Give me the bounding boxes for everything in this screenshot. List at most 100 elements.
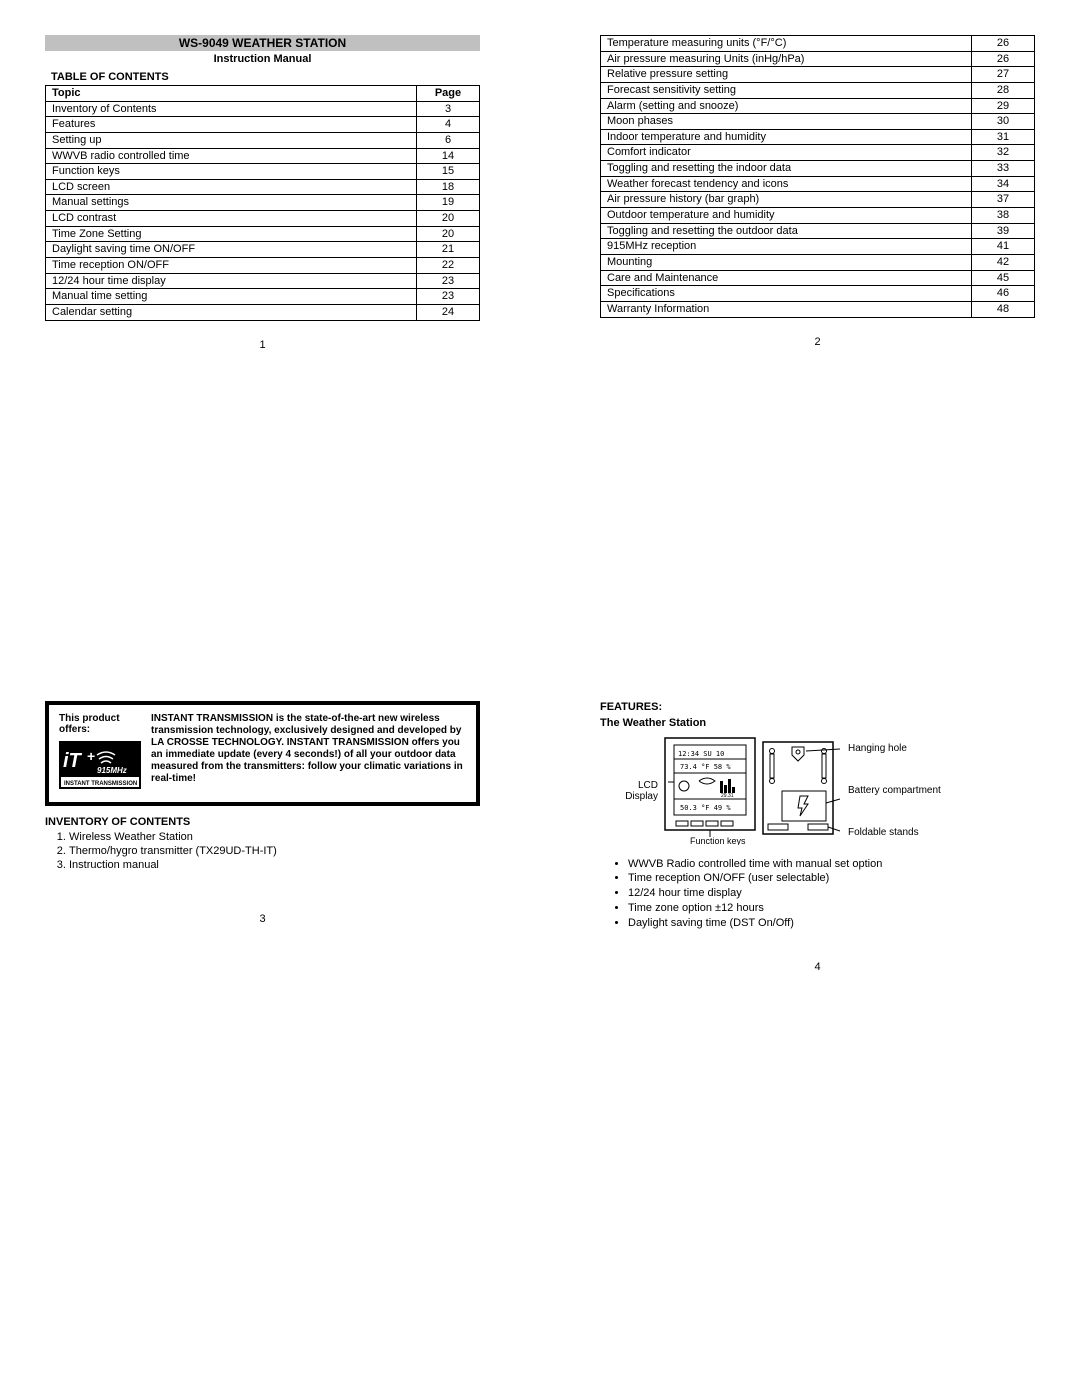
toc-header-page: Page <box>417 86 480 102</box>
svg-text:iT: iT <box>63 750 83 772</box>
table-row: 915MHz reception41 <box>601 239 1035 255</box>
table-row: Setting up6 <box>46 132 480 148</box>
hanging-hole-label: Hanging hole <box>848 743 941 754</box>
toc-page: 30 <box>972 114 1035 130</box>
page-4: FEATURES: The Weather Station LCD Displa… <box>600 701 1035 973</box>
toc-topic: Time Zone Setting <box>46 226 417 242</box>
table-row: Calendar setting24 <box>46 304 480 320</box>
toc-topic: LCD screen <box>46 179 417 195</box>
device-back-icon <box>762 741 842 841</box>
list-item: Instruction manual <box>69 858 480 872</box>
inventory-list: Wireless Weather StationThermo/hygro tra… <box>51 830 480 873</box>
toc-page: 15 <box>417 164 480 180</box>
page-number: 1 <box>45 339 480 351</box>
toc-topic: Care and Maintenance <box>601 270 972 286</box>
toc-page: 22 <box>417 258 480 274</box>
table-row: Comfort indicator32 <box>601 145 1035 161</box>
toc-page: 34 <box>972 176 1035 192</box>
product-blurb: INSTANT TRANSMISSION is the state-of-the… <box>151 713 466 792</box>
svg-text:INSTANT TRANSMISSION: INSTANT TRANSMISSION <box>64 781 137 787</box>
product-info-box: This product offers: iT + 915MHz INSTANT… <box>45 701 480 806</box>
toc-topic: Inventory of Contents <box>46 101 417 117</box>
list-item: WWVB Radio controlled time with manual s… <box>628 857 1035 872</box>
toc-topic: Temperature measuring units (°F/°C) <box>601 36 972 52</box>
toc-page: 39 <box>972 223 1035 239</box>
toc-page: 42 <box>972 254 1035 270</box>
toc-heading: TABLE OF CONTENTS <box>51 71 480 83</box>
list-item: Thermo/hygro transmitter (TX29UD-TH-IT) <box>69 844 480 858</box>
toc-page: 41 <box>972 239 1035 255</box>
features-sub-heading: The Weather Station <box>600 717 1035 729</box>
table-row: Function keys15 <box>46 164 480 180</box>
function-keys-label: Function keys <box>690 836 746 845</box>
toc-page: 18 <box>417 179 480 195</box>
toc-topic: WWVB radio controlled time <box>46 148 417 164</box>
toc-topic: Moon phases <box>601 114 972 130</box>
toc-topic: Indoor temperature and humidity <box>601 129 972 145</box>
table-row: Forecast sensitivity setting28 <box>601 82 1035 98</box>
svg-text:915MHz: 915MHz <box>97 766 127 775</box>
toc-page: 45 <box>972 270 1035 286</box>
toc-topic: Manual settings <box>46 195 417 211</box>
device-front-icon: 12:34 SU 10 73.4 °F 58 % 29.31 50.3 °F 4… <box>664 737 756 845</box>
table-row: LCD screen18 <box>46 179 480 195</box>
table-row: Features4 <box>46 117 480 133</box>
toc-topic: Manual time setting <box>46 289 417 305</box>
inventory-heading: INVENTORY OF CONTENTS <box>45 816 480 828</box>
table-row: WWVB radio controlled time14 <box>46 148 480 164</box>
lcd-label: LCD Display <box>620 780 658 802</box>
document-subtitle: Instruction Manual <box>45 53 480 65</box>
foldable-stands-label: Foldable stands <box>848 827 941 838</box>
table-row: Alarm (setting and snooze)29 <box>601 98 1035 114</box>
toc-topic: Air pressure history (bar graph) <box>601 192 972 208</box>
list-item: Time zone option ±12 hours <box>628 901 1035 916</box>
table-row: Time reception ON/OFF22 <box>46 258 480 274</box>
toc-topic: Air pressure measuring Units (inHg/hPa) <box>601 51 972 67</box>
toc-page: 20 <box>417 226 480 242</box>
toc-page: 32 <box>972 145 1035 161</box>
toc-topic: Mounting <box>601 254 972 270</box>
toc-page: 33 <box>972 161 1035 177</box>
toc-topic: Warranty Information <box>601 301 972 317</box>
toc-page: 31 <box>972 129 1035 145</box>
device-diagram: LCD Display 12:34 SU 10 73.4 °F 58 % <box>620 737 1035 845</box>
list-item: Daylight saving time (DST On/Off) <box>628 916 1035 931</box>
toc-page: 23 <box>417 289 480 305</box>
toc-page: 19 <box>417 195 480 211</box>
toc-topic: Comfort indicator <box>601 145 972 161</box>
svg-text:29.31: 29.31 <box>721 793 734 799</box>
svg-text:+: + <box>87 748 95 764</box>
table-row: Weather forecast tendency and icons34 <box>601 176 1035 192</box>
toc-topic: Setting up <box>46 132 417 148</box>
list-item: Time reception ON/OFF (user selectable) <box>628 871 1035 886</box>
page-number: 2 <box>600 336 1035 348</box>
table-row: Mounting42 <box>601 254 1035 270</box>
table-row: Air pressure measuring Units (inHg/hPa)2… <box>601 51 1035 67</box>
toc-topic: Calendar setting <box>46 304 417 320</box>
toc-page: 20 <box>417 211 480 227</box>
svg-text:50.3 °F 49 %: 50.3 °F 49 % <box>680 804 731 812</box>
table-row: Manual settings19 <box>46 195 480 211</box>
toc-topic: Weather forecast tendency and icons <box>601 176 972 192</box>
toc-page: 24 <box>417 304 480 320</box>
svg-text:12:34 SU 10: 12:34 SU 10 <box>678 750 724 758</box>
table-row: Toggling and resetting the indoor data33 <box>601 161 1035 177</box>
toc-page: 38 <box>972 208 1035 224</box>
page-2: Temperature measuring units (°F/°C)26Air… <box>600 35 1035 351</box>
toc-topic: Time reception ON/OFF <box>46 258 417 274</box>
table-row: Warranty Information48 <box>601 301 1035 317</box>
list-item: Wireless Weather Station <box>69 830 480 844</box>
toc-topic: 12/24 hour time display <box>46 273 417 289</box>
table-row: Inventory of Contents3 <box>46 101 480 117</box>
it-logo-icon: iT + 915MHz INSTANT TRANSMISSION <box>59 741 141 789</box>
toc-table-2: Temperature measuring units (°F/°C)26Air… <box>600 35 1035 318</box>
table-row: Manual time setting23 <box>46 289 480 305</box>
toc-topic: Specifications <box>601 286 972 302</box>
toc-page: 3 <box>417 101 480 117</box>
toc-page: 21 <box>417 242 480 258</box>
toc-topic: Toggling and resetting the indoor data <box>601 161 972 177</box>
toc-page: 28 <box>972 82 1035 98</box>
toc-page: 29 <box>972 98 1035 114</box>
toc-page: 26 <box>972 51 1035 67</box>
toc-page: 37 <box>972 192 1035 208</box>
